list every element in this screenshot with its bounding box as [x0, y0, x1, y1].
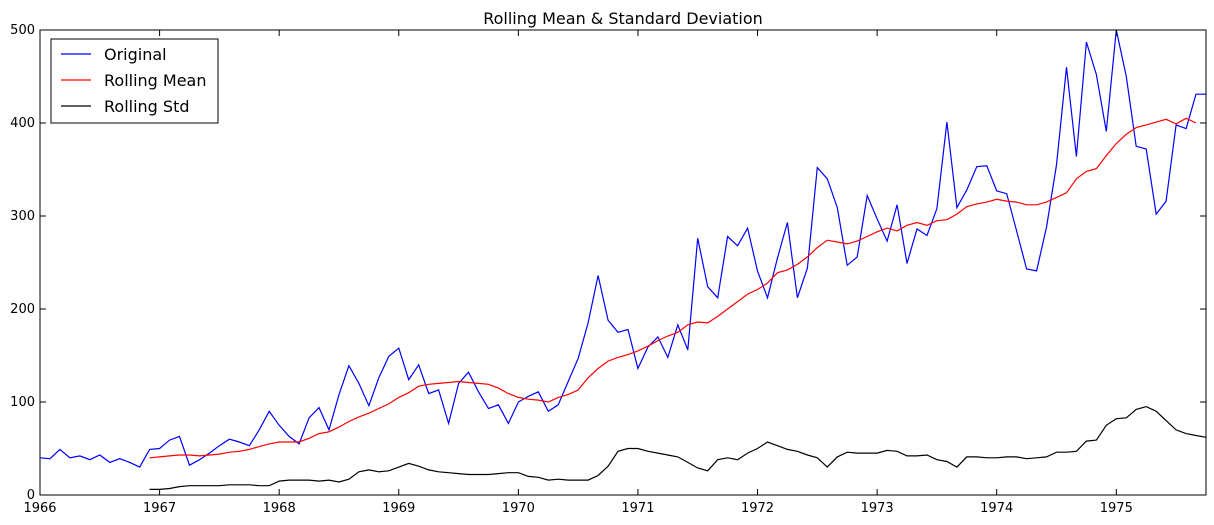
- x-tick-label: 1975: [1100, 501, 1133, 516]
- legend-box: [50, 38, 219, 124]
- y-tick-label: 500: [10, 23, 35, 38]
- x-tick-label: 1973: [861, 501, 894, 516]
- x-tick-label: 1966: [23, 501, 56, 516]
- x-tick-label: 1970: [502, 501, 535, 516]
- series-line-rolling-mean: [149, 117, 1197, 459]
- x-tick-label: 1971: [621, 501, 654, 516]
- y-tick-label: 300: [10, 209, 35, 224]
- series-line-original: [40, 30, 1206, 468]
- x-tick-label: 1968: [263, 501, 296, 516]
- y-tick-label: 0: [27, 488, 35, 503]
- legend-label: Original: [104, 45, 167, 64]
- y-tick-label: 100: [10, 395, 35, 410]
- legend-label: Rolling Std: [104, 97, 190, 116]
- plot-frame: [39, 29, 1207, 496]
- x-tick-label: 1967: [143, 501, 176, 516]
- x-tick-label: 1969: [382, 501, 415, 516]
- y-tick-label: 200: [10, 302, 35, 317]
- chart-title: Rolling Mean & Standard Deviation: [483, 9, 763, 28]
- y-tick-label: 400: [10, 116, 35, 131]
- series-line-rolling-std: [149, 405, 1206, 490]
- legend-label: Rolling Mean: [104, 71, 207, 90]
- x-tick-label: 1972: [741, 501, 774, 516]
- x-tick-label: 1974: [980, 501, 1013, 516]
